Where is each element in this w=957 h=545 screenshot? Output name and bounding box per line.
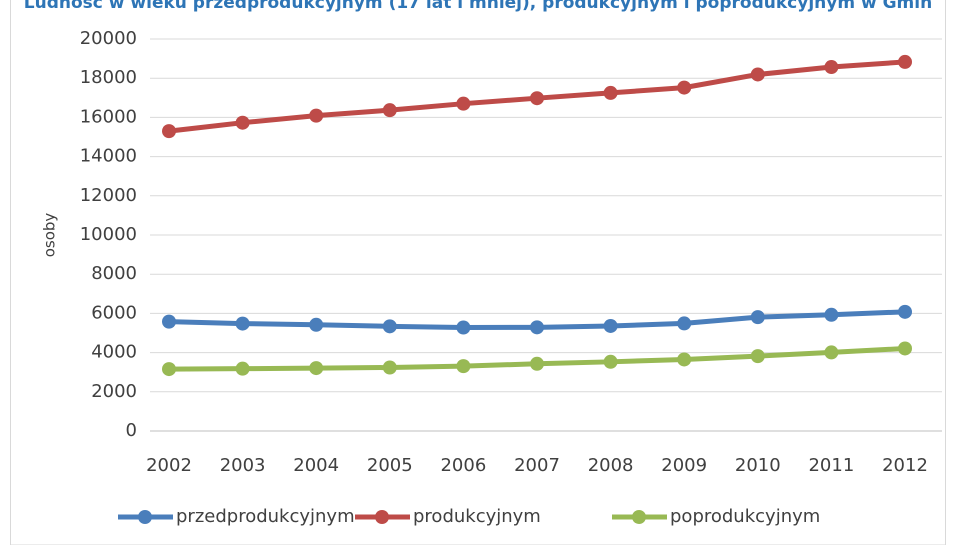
- legend-marker: [375, 510, 389, 524]
- y-tick-label: 2000: [91, 381, 137, 402]
- data-point: [456, 96, 471, 111]
- data-point: [456, 359, 471, 374]
- data-point: [677, 80, 692, 95]
- data-point: [456, 320, 471, 335]
- data-point: [382, 103, 397, 118]
- x-tick-label: 2007: [514, 455, 560, 476]
- data-point: [382, 360, 397, 375]
- data-point: [162, 314, 176, 329]
- x-tick-label: 2005: [367, 455, 413, 476]
- data-point: [530, 356, 544, 371]
- data-point: [162, 124, 176, 139]
- data-point: [824, 345, 839, 360]
- y-axis-title: osoby: [41, 213, 59, 258]
- data-point: [750, 67, 765, 82]
- legend-label: przedprodukcyjnym: [176, 506, 355, 527]
- legend-marker: [138, 510, 152, 524]
- data-point: [309, 317, 324, 332]
- data-point: [309, 108, 324, 123]
- data-point: [603, 354, 618, 369]
- x-tick-label: 2004: [293, 455, 339, 476]
- y-tick-label: 0: [126, 420, 137, 441]
- y-tick-label: 4000: [91, 342, 137, 363]
- data-point: [898, 304, 912, 319]
- data-point: [824, 60, 839, 75]
- y-tick-label: 12000: [80, 185, 137, 206]
- x-tick-label: 2010: [735, 455, 781, 476]
- legend-label: poprodukcyjnym: [670, 506, 820, 527]
- data-point: [235, 316, 250, 331]
- data-point: [603, 85, 618, 100]
- x-tick-label: 2006: [440, 455, 486, 476]
- x-tick-label: 2003: [220, 455, 266, 476]
- data-point: [530, 320, 544, 335]
- data-point: [603, 318, 618, 333]
- legend-label: produkcyjnym: [413, 506, 541, 527]
- data-point: [677, 316, 692, 331]
- data-point: [382, 319, 397, 334]
- data-point: [750, 349, 765, 364]
- y-tick-label: 20000: [80, 28, 137, 49]
- chart-frame: [10, 0, 946, 545]
- data-point: [677, 352, 692, 367]
- y-tick-label: 10000: [80, 224, 137, 245]
- data-point: [309, 361, 324, 376]
- data-point: [898, 341, 912, 356]
- data-point: [162, 362, 176, 377]
- x-tick-label: 2008: [588, 455, 634, 476]
- y-tick-label: 6000: [91, 302, 137, 323]
- x-tick-label: 2011: [808, 455, 854, 476]
- x-tick-label: 2012: [882, 455, 928, 476]
- x-tick-label: 2009: [661, 455, 707, 476]
- y-tick-label: 14000: [80, 146, 137, 167]
- data-point: [530, 91, 544, 106]
- data-point: [824, 307, 839, 322]
- legend-marker: [632, 510, 646, 524]
- y-tick-label: 8000: [91, 263, 137, 284]
- data-point: [898, 54, 912, 69]
- data-point: [235, 115, 250, 130]
- y-tick-label: 16000: [80, 106, 137, 127]
- data-point: [235, 361, 250, 376]
- data-point: [750, 310, 765, 325]
- x-tick-label: 2002: [146, 455, 192, 476]
- chart-title: Ludność w wieku przedprodukcyjnym (17 la…: [24, 0, 932, 13]
- y-tick-label: 18000: [80, 67, 137, 88]
